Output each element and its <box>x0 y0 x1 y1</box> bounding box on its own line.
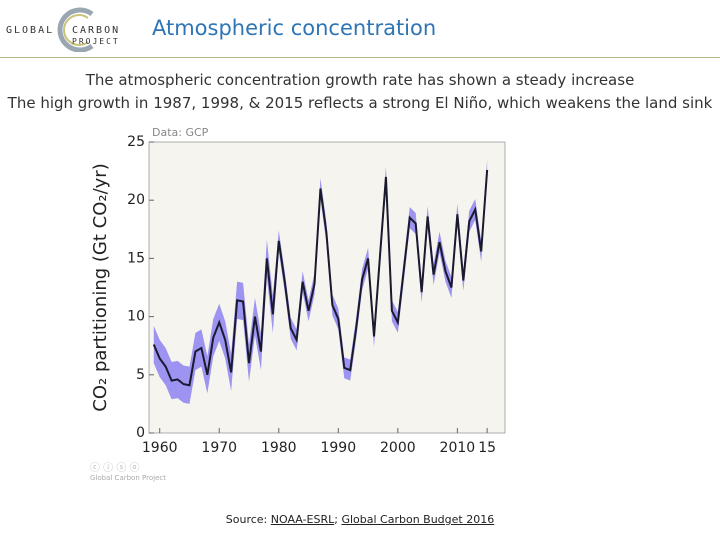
divider <box>0 57 720 58</box>
annotation: Data: GCP <box>152 126 209 139</box>
y-axis-label: CO₂ partitioning (Gt CO₂/yr) <box>90 163 111 411</box>
subtitle: The atmospheric concentration growth rat… <box>85 71 635 89</box>
y-tick-label: 20 <box>127 192 145 208</box>
logo-text: PROJECT <box>72 37 120 46</box>
x-tick-label: 1960 <box>142 440 178 456</box>
source-link[interactable]: NOAA-ESRL <box>270 513 335 526</box>
growth-line <box>152 169 489 387</box>
logo-arc <box>63 14 89 46</box>
x-tick-label: 2000 <box>380 440 416 456</box>
y-tick-label: 25 <box>127 134 145 150</box>
logo-arc <box>57 7 94 52</box>
source-sep: ; <box>334 513 342 526</box>
source: Source: NOAA-ESRL; Global Carbon Budget … <box>0 513 720 526</box>
logo <box>57 7 94 52</box>
cc-icons: ⓒ ⓘ ⓢ ⓞ <box>90 463 140 474</box>
x-tick-label: 15 <box>478 440 496 456</box>
y-tick-label: 0 <box>136 425 145 441</box>
y-tick-label: 5 <box>136 367 145 383</box>
logo-text: GLOBAL <box>6 25 55 36</box>
x-tick-label: 1990 <box>320 440 356 456</box>
title: Atmospheric concentration <box>152 16 437 40</box>
x-tick-label: 2010 <box>440 440 476 456</box>
source-link[interactable]: Global Carbon Budget 2016 <box>341 513 495 526</box>
y-tick-label: 15 <box>127 250 145 266</box>
credit-text: Global Carbon Project <box>90 474 166 482</box>
subtitle: The high growth in 1987, 1998, & 2015 re… <box>7 94 713 112</box>
source-label: Source: <box>225 513 271 526</box>
x-tick-label: 1970 <box>201 440 237 456</box>
x-tick-label: 1980 <box>261 440 297 456</box>
logo-text: CARBON <box>72 25 121 36</box>
credit: ⓒ ⓘ ⓢ ⓞ Global Carbon Project <box>90 459 166 482</box>
y-tick-label: 10 <box>127 309 145 325</box>
